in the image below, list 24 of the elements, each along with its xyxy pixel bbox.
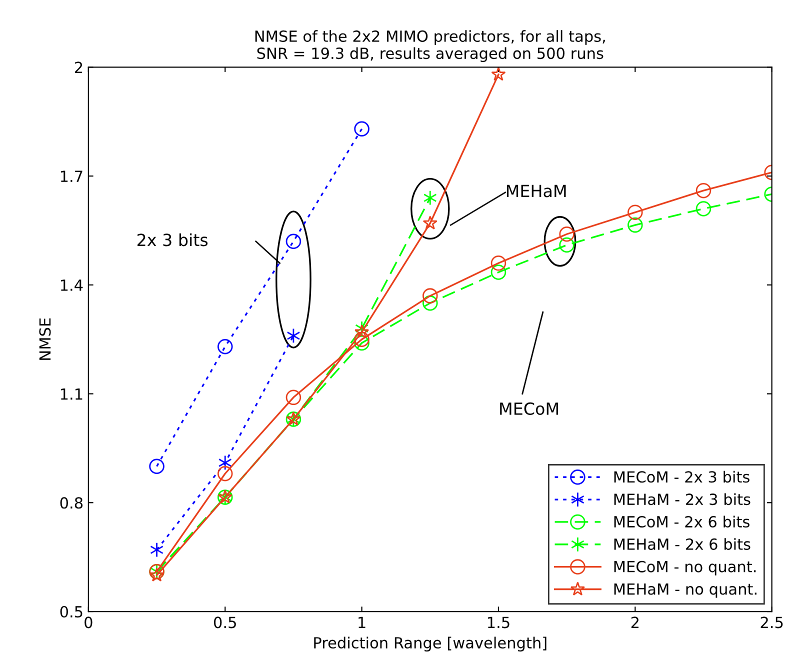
legend-label: MECoM - 2x 3 bits bbox=[614, 470, 750, 483]
y-tick-label: 0.5 bbox=[60, 606, 82, 618]
y-tick-label: 0.8 bbox=[60, 497, 83, 509]
x-axis-title: Prediction Range [wavelength] bbox=[314, 636, 546, 652]
chart-title: NMSE of the 2x2 MIMO predictors, for all taps, SNR = 19.3 dB, results averaged on 500 runs bbox=[255, 30, 605, 62]
legend-label: MECoM - no quant. bbox=[614, 560, 756, 576]
x-tick-label: 1 bbox=[358, 616, 366, 628]
legend-label: MEHaM - 2x 6 bits bbox=[614, 538, 750, 550]
x-tick-label: 0.5 bbox=[214, 616, 236, 628]
annotation: MECoM bbox=[500, 402, 558, 415]
y-tick-label: 1.7 bbox=[60, 170, 82, 182]
x-tick-label: 2.5 bbox=[760, 616, 783, 628]
annotation: 2x 3 bits bbox=[138, 233, 208, 246]
y-tick-label: 1.1 bbox=[60, 388, 82, 400]
x-tick-label: 1.5 bbox=[488, 616, 510, 628]
x-tick-label: 0 bbox=[84, 616, 92, 628]
legend-label: MEHaM - no quant. bbox=[614, 583, 756, 598]
y-tick-label: 2 bbox=[74, 62, 82, 74]
annotation: MEHaM bbox=[506, 184, 566, 198]
y-tick-label: 1.4 bbox=[60, 280, 83, 291]
x-tick-label: 2 bbox=[631, 616, 638, 628]
y-axis-title: NMSE bbox=[39, 318, 51, 360]
legend-label: MEHaM - 2x 3 bits bbox=[614, 493, 750, 506]
legend-label: MECoM - 2x 6 bits bbox=[614, 516, 750, 528]
